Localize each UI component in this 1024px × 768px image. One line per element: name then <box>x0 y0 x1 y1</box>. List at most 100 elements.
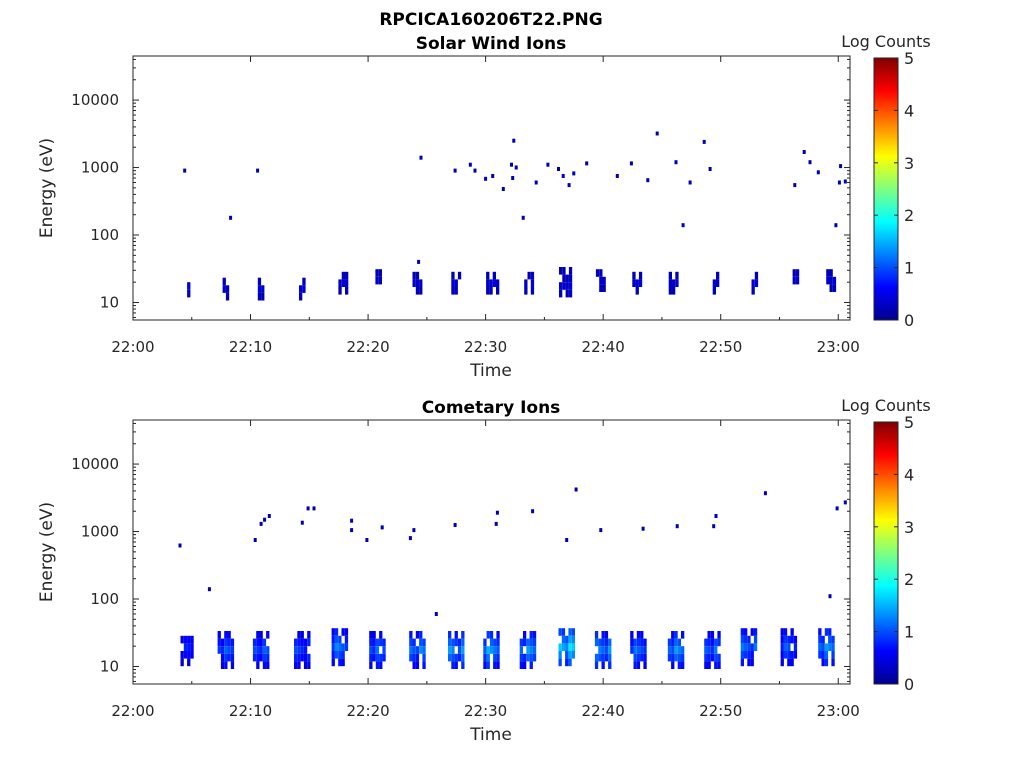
count-cell <box>252 653 257 662</box>
count-cell <box>334 635 339 644</box>
count-point <box>412 528 416 533</box>
data-burst <box>524 271 535 295</box>
count-cell <box>496 661 500 669</box>
count-cell <box>832 276 837 285</box>
count-cell <box>454 638 458 647</box>
count-cell <box>744 651 748 659</box>
colorbar-label: Log Counts <box>841 396 931 415</box>
count-cell <box>412 661 416 669</box>
count-cell <box>372 638 376 647</box>
count-point <box>546 162 550 167</box>
count-cell <box>714 653 718 662</box>
count-point <box>802 150 806 154</box>
y-axis-ticks: 10 100 1000 10000 <box>71 422 850 682</box>
y-tick-label: 1000 <box>81 523 119 541</box>
count-cell <box>790 635 794 644</box>
count-cell <box>681 653 685 662</box>
count-cell <box>529 661 533 669</box>
y-tick-label: 10 <box>100 657 119 675</box>
count-cell <box>375 653 380 662</box>
count-cell <box>222 277 226 286</box>
count-point <box>350 528 354 533</box>
count-cell <box>489 279 493 287</box>
count-cell <box>457 271 462 280</box>
count-cell <box>565 658 569 667</box>
count-cell <box>601 638 605 647</box>
data-burst <box>818 628 835 667</box>
count-point <box>793 183 797 188</box>
count-cell <box>608 661 612 669</box>
data-burst <box>668 271 679 295</box>
count-cell <box>448 631 452 639</box>
count-point <box>674 160 678 165</box>
count-cell <box>307 653 311 662</box>
count-cell <box>415 653 420 662</box>
data-burst <box>294 631 311 669</box>
count-cell <box>382 638 386 647</box>
count-cell <box>519 646 523 654</box>
count-cell <box>602 284 606 292</box>
count-cell <box>257 285 262 293</box>
count-point <box>714 514 718 518</box>
count-cell <box>594 653 599 662</box>
count-cell <box>717 661 721 669</box>
count-cell <box>601 631 605 639</box>
count-cell <box>828 643 832 651</box>
count-cell <box>187 643 191 651</box>
count-cell <box>740 651 744 659</box>
colorbar-tick-label: 5 <box>904 413 914 432</box>
count-cell <box>674 646 678 654</box>
count-cell <box>675 279 679 287</box>
count-cell <box>630 638 634 647</box>
count-cell <box>341 643 345 651</box>
count-cell <box>252 646 257 654</box>
count-cell <box>744 643 748 651</box>
count-cell <box>829 284 833 292</box>
data-burst <box>222 277 230 301</box>
count-cell <box>489 287 493 295</box>
count-cell <box>454 631 458 639</box>
data-burst <box>331 628 349 667</box>
count-cell <box>565 643 569 651</box>
count-cell <box>672 279 676 287</box>
count-cell <box>527 271 531 280</box>
count-cell <box>783 628 788 636</box>
count-cell <box>190 635 194 644</box>
count-cell <box>565 282 569 290</box>
count-cell <box>558 643 562 651</box>
count-cell <box>529 631 533 639</box>
count-cell <box>681 646 685 654</box>
figure-title: RPCICA160206T22.PNG <box>379 10 602 30</box>
count-cell <box>180 635 184 644</box>
count-cell <box>486 661 490 669</box>
count-cell <box>297 638 301 647</box>
data-burst <box>257 277 265 301</box>
count-point <box>253 538 257 542</box>
count-point <box>263 517 267 522</box>
count-cell <box>633 646 637 654</box>
count-cell <box>266 646 270 654</box>
count-cell <box>379 631 383 639</box>
count-cell <box>259 653 263 662</box>
count-cell <box>372 646 376 654</box>
count-cell <box>496 287 500 295</box>
count-point <box>615 174 619 178</box>
count-cell <box>307 638 311 647</box>
x-axis-ticks: 22:00 22:10 22:20 22:30 22:40 22:50 23:00 <box>111 56 860 356</box>
count-cell <box>341 279 345 287</box>
count-cell <box>532 638 537 647</box>
count-cell <box>266 661 270 669</box>
count-point <box>365 538 369 542</box>
x-tick-label: 22:30 <box>464 338 507 356</box>
count-cell <box>707 646 711 654</box>
count-point <box>688 180 692 185</box>
count-cell <box>671 646 675 654</box>
count-cell <box>224 661 228 669</box>
count-cell <box>486 287 490 295</box>
count-cell <box>643 646 647 654</box>
count-cell <box>262 646 267 654</box>
count-cell <box>598 653 602 662</box>
count-cell <box>454 661 458 669</box>
count-cell <box>674 653 678 662</box>
count-cell <box>369 631 373 639</box>
